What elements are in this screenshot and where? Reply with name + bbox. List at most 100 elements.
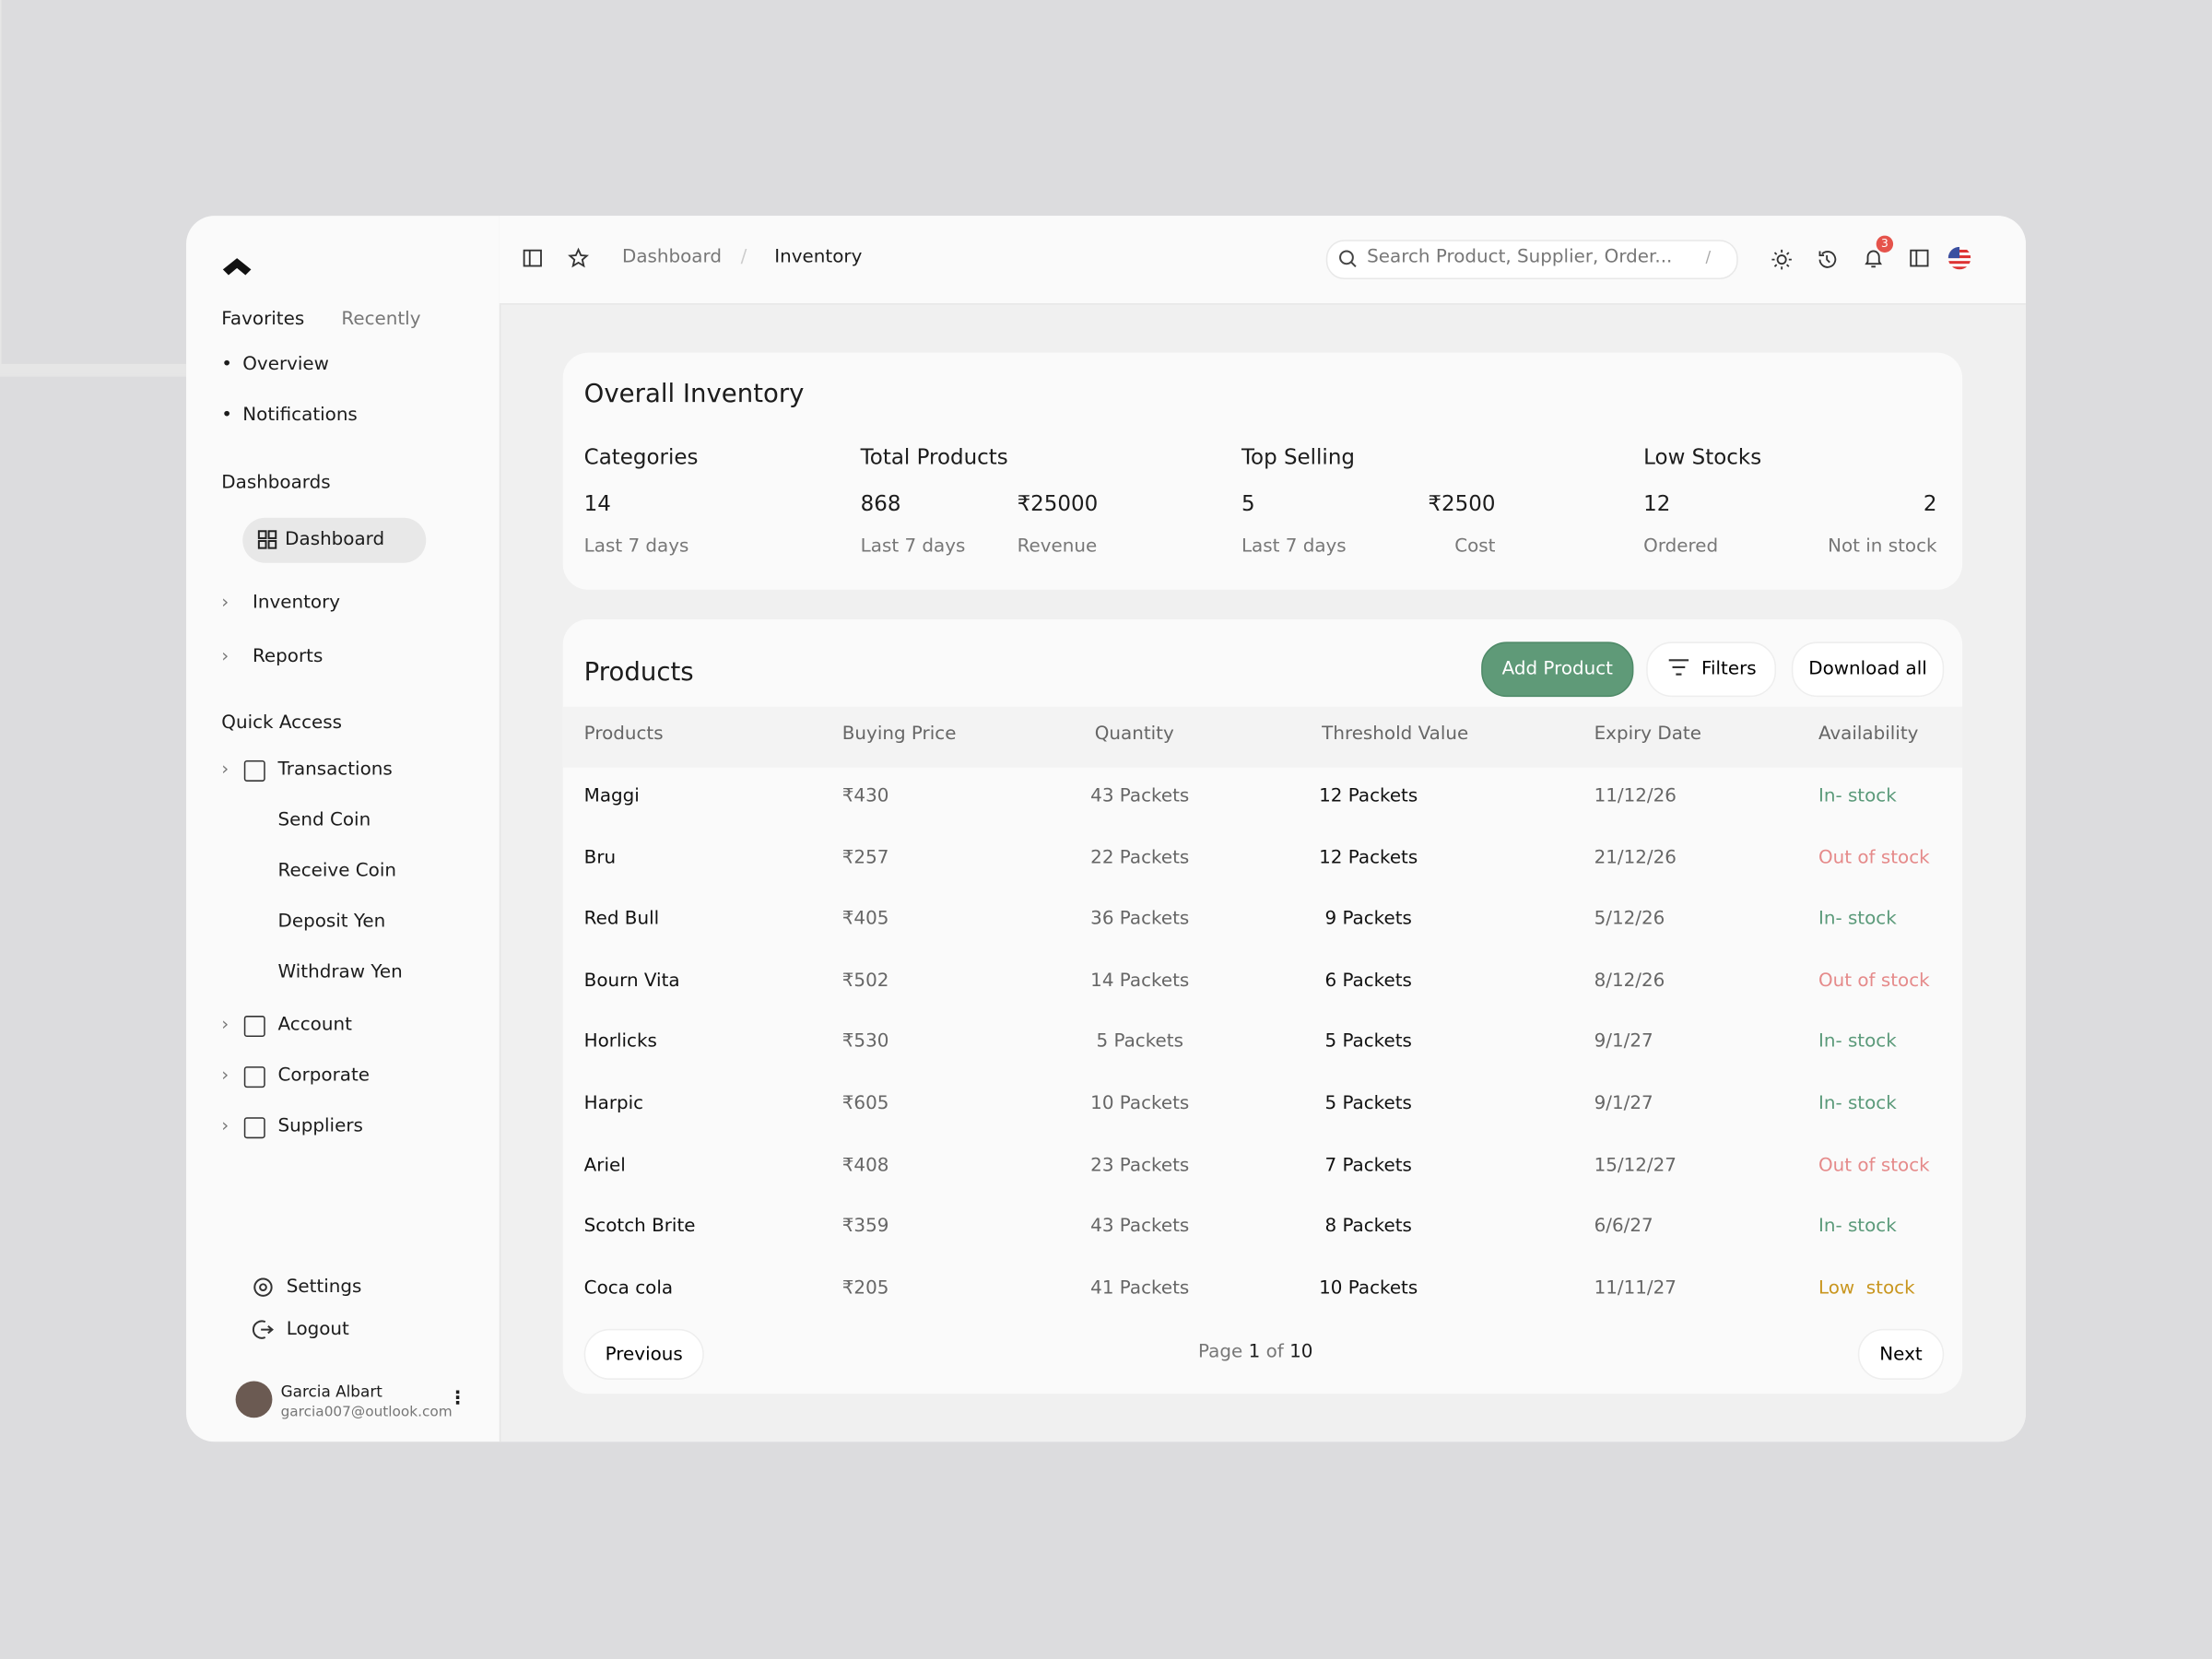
table-cell: Coca cola bbox=[583, 1277, 674, 1300]
table-cell: Out of stock bbox=[1818, 847, 1930, 869]
table-cell: ₹408 bbox=[841, 1154, 889, 1176]
settings-icon bbox=[253, 1277, 273, 1297]
filters-button[interactable]: Filters bbox=[1646, 641, 1777, 698]
stat-label: Total Products bbox=[860, 444, 1008, 470]
user-email: garcia007@outlook.com bbox=[280, 1405, 453, 1421]
avatar bbox=[235, 1381, 273, 1418]
search-box[interactable] bbox=[1325, 240, 1738, 280]
nav-link[interactable]: Deposit Yen bbox=[277, 911, 386, 933]
text: 1 bbox=[1248, 1341, 1261, 1363]
nav-link[interactable]: Overview bbox=[242, 354, 329, 376]
panel-icon[interactable] bbox=[1910, 249, 1929, 267]
text: 10 bbox=[1289, 1341, 1313, 1363]
breadcrumb[interactable]: Dashboard bbox=[621, 246, 722, 268]
divider bbox=[0, 0, 2, 122]
overall-card bbox=[562, 352, 1963, 590]
card-title: Overall Inventory bbox=[583, 379, 805, 409]
table-cell: 11/12/26 bbox=[1594, 785, 1677, 807]
nav-link[interactable]: Corporate bbox=[277, 1065, 371, 1087]
nav-link[interactable]: Logout bbox=[286, 1319, 349, 1341]
column-header: Buying Price bbox=[841, 724, 957, 746]
table-cell: Bru bbox=[583, 847, 617, 869]
table-cell: In- stock bbox=[1818, 1093, 1897, 1115]
history-icon[interactable] bbox=[1817, 250, 1837, 269]
table-cell: Harpic bbox=[583, 1093, 644, 1115]
next-button[interactable]: Next bbox=[1857, 1328, 1945, 1380]
table-cell: Horlicks bbox=[583, 1031, 657, 1053]
stat-value: 12 bbox=[1643, 490, 1671, 517]
table-cell: ₹257 bbox=[841, 847, 889, 869]
search-shortcut: / bbox=[1705, 248, 1712, 267]
menu-dots[interactable]: ⋮ bbox=[448, 1388, 467, 1410]
tab[interactable]: Favorites bbox=[221, 309, 305, 331]
stat-value: ₹2500 bbox=[1428, 490, 1496, 517]
chevron: › bbox=[221, 1115, 229, 1137]
column-header: Threshold Value bbox=[1322, 724, 1469, 746]
stat-caption: Not in stock bbox=[1828, 535, 1937, 558]
sidebar-toggle[interactable] bbox=[523, 249, 542, 267]
theme-icon[interactable] bbox=[1771, 249, 1792, 270]
add-product-button[interactable]: Add Product bbox=[1481, 641, 1634, 698]
table-cell: 5/12/26 bbox=[1594, 909, 1665, 930]
nav-link[interactable]: Inventory bbox=[252, 592, 341, 614]
grid-icon bbox=[257, 530, 277, 549]
nav-link[interactable]: Reports bbox=[252, 646, 324, 667]
nav-link[interactable]: Notifications bbox=[242, 405, 358, 427]
search-icon bbox=[1339, 250, 1357, 267]
nav-link[interactable]: Send Coin bbox=[277, 809, 371, 831]
table-cell: 5 Packets bbox=[1324, 1093, 1412, 1115]
table-cell: 36 Packets bbox=[1090, 909, 1190, 930]
nav-link[interactable]: Withdraw Yen bbox=[277, 961, 403, 983]
stat-label: Categories bbox=[583, 444, 699, 470]
table-cell: 43 Packets bbox=[1090, 785, 1190, 807]
section-heading: Dashboards bbox=[221, 472, 331, 494]
tab[interactable]: Recently bbox=[341, 309, 421, 331]
table-cell: 15/12/27 bbox=[1594, 1154, 1677, 1176]
section-heading: Quick Access bbox=[221, 712, 343, 734]
chevron: › bbox=[221, 759, 229, 781]
nav-link[interactable]: Receive Coin bbox=[277, 860, 396, 882]
chevron: › bbox=[221, 1065, 229, 1087]
nav-link[interactable]: Suppliers bbox=[277, 1115, 363, 1137]
table-cell: In- stock bbox=[1818, 909, 1897, 930]
nav-link[interactable]: Dashboard bbox=[285, 528, 385, 550]
star-icon[interactable] bbox=[568, 247, 589, 268]
stat-caption: Last 7 days bbox=[860, 535, 966, 558]
stat-caption: Ordered bbox=[1643, 535, 1719, 558]
bell-icon[interactable] bbox=[1864, 248, 1883, 269]
table-cell: ₹405 bbox=[841, 909, 889, 930]
bullet: • bbox=[221, 354, 233, 376]
table-cell: ₹205 bbox=[841, 1277, 889, 1300]
nav-link[interactable]: Transactions bbox=[277, 759, 393, 781]
table-cell: 10 Packets bbox=[1319, 1277, 1418, 1300]
icon-box bbox=[243, 759, 265, 782]
table-cell: 11/11/27 bbox=[1594, 1277, 1677, 1300]
table-header-bg bbox=[562, 706, 1963, 768]
column-header: Quantity bbox=[1094, 724, 1174, 746]
stat-label: Low Stocks bbox=[1643, 444, 1762, 470]
button-label: Filters bbox=[1700, 658, 1757, 680]
table-cell: Scotch Brite bbox=[583, 1216, 696, 1238]
table-cell: 6 Packets bbox=[1324, 970, 1412, 992]
nav-link[interactable]: Account bbox=[277, 1014, 352, 1036]
table-cell: 8/12/26 bbox=[1594, 970, 1665, 992]
badge-count: 3 bbox=[1880, 237, 1888, 250]
download-button[interactable]: Download all bbox=[1791, 641, 1945, 698]
breadcrumb: Inventory bbox=[774, 246, 863, 268]
flag-icon[interactable] bbox=[1947, 246, 1971, 270]
stat-value: ₹25000 bbox=[1017, 490, 1099, 517]
divider bbox=[0, 242, 2, 364]
table-cell: 43 Packets bbox=[1090, 1216, 1190, 1238]
table-cell: 8 Packets bbox=[1324, 1216, 1412, 1238]
column-header: Products bbox=[583, 724, 664, 746]
table-cell: ₹430 bbox=[841, 785, 889, 807]
previous-button[interactable]: Previous bbox=[583, 1328, 704, 1380]
divider bbox=[0, 121, 2, 243]
column-header: Expiry Date bbox=[1594, 724, 1701, 746]
nav-link[interactable]: Settings bbox=[286, 1277, 362, 1299]
search-placeholder: Search Product, Supplier, Order... bbox=[1367, 246, 1673, 268]
table-cell: 22 Packets bbox=[1090, 847, 1190, 869]
table-cell: Low stock bbox=[1818, 1277, 1915, 1300]
text: Page bbox=[1198, 1341, 1243, 1363]
